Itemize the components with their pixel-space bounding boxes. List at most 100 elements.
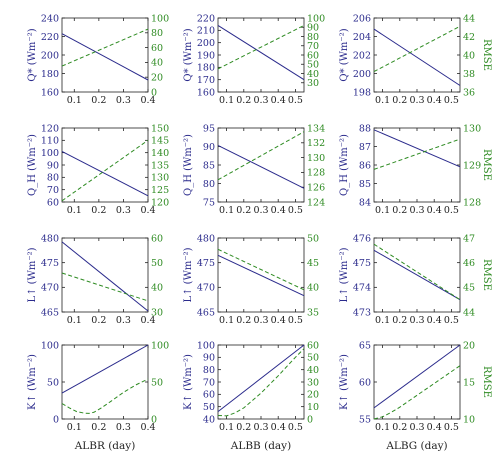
y-tick-label-right: 80 [307,32,319,43]
x-tick-label: 0.4 [271,422,286,433]
x-tick-label: 0.3 [253,205,268,216]
x-tick-label: 0.2 [236,205,251,216]
y-tick-label-right: 60 [307,340,319,351]
y-tick-label-left: 480 [197,233,215,244]
x-tick-label: 0.3 [116,315,131,326]
y-tick-label-left: 473 [353,307,371,318]
x-tick-label: 0.2 [236,315,251,326]
y-tick-label-left: 80 [47,173,59,184]
y-tick-label-left: 240 [41,13,59,24]
y-axis-label-right: RMSE [481,39,492,71]
y-tick-label-right: 47 [463,233,475,244]
x-tick-label: 0.5 [444,422,459,433]
y-tick-label-right: 36 [463,87,475,98]
y-tick-label-right: 30 [307,78,319,89]
y-tick-label-right: 100 [151,340,169,351]
y-tick-label-left: 476 [353,233,371,244]
y-tick-label-right: 44 [463,13,475,24]
plot-frame [61,127,149,203]
x-tick-label: 0.3 [116,95,131,106]
x-tick-label: 0.3 [409,422,424,433]
y-tick-label-right: 0 [307,414,313,425]
series-line-dashed [61,378,149,414]
x-tick-label: 0.2 [91,205,106,216]
y-tick-label-right: 129 [463,160,481,171]
x-tick-label: 0.5 [288,205,303,216]
x-axis-label: ALBB (day) [230,440,291,452]
y-tick-label-right: 100 [307,13,325,24]
x-tick-label: 0.2 [392,205,407,216]
y-tick-label-right: 120 [151,197,169,208]
y-tick-label-right: 130 [463,123,481,134]
y-tick-label-right: 30 [151,307,163,318]
y-tick-label-left: 180 [197,63,215,74]
panel-r3c1: 0.1 0.2 0.3 0.4 465 470 475 480 30 40 50 60 L↑ (Wm⁻²… [27,233,163,326]
y-axis-label-left: K↑ (Wm⁻²) [183,354,194,410]
x-tick-label: 0.2 [392,315,407,326]
y-axis-label-right: RMSE [481,259,492,291]
series-line-solid [217,254,305,297]
y-tick-label-left: 110 [41,136,59,147]
y-tick-label-right: 145 [151,136,169,147]
x-tick-label: 0.4 [140,205,155,216]
y-tick-label-left: 40 [203,414,215,425]
x-tick-label: 0.4 [427,315,442,326]
y-tick-label-right: 60 [151,43,163,54]
y-axis-label-left: L↑ (Wm⁻²) [27,247,38,302]
y-tick-label-right: 35 [307,307,319,318]
y-axis-label-left: L↑ (Wm⁻²) [183,247,194,302]
y-tick-label-left: 200 [353,69,371,80]
plot-frame [61,17,149,93]
y-tick-label-right: 20 [151,73,163,84]
y-tick-label-right: 135 [151,160,169,171]
y-axis-label-right: RMSE [481,149,492,181]
y-tick-label-left: 70 [203,377,215,388]
panel-r3c2: 0.1 0.2 0.3 0.4 0.5 465 470 475 480 35 40 45 50 L↑ (W… [183,233,319,326]
y-tick-label-left: 75 [203,197,215,208]
x-tick-label: 0.4 [427,422,442,433]
x-tick-label: 0.1 [219,205,234,216]
series-line-solid [61,344,149,394]
y-tick-label-right: 60 [151,233,163,244]
x-tick-label: 0.1 [219,422,234,433]
y-tick-label-left: 70 [47,185,59,196]
y-tick-label-right: 45 [463,283,475,294]
plot-frame [61,344,149,420]
y-tick-label-right: 70 [307,41,319,52]
x-tick-label: 0.2 [236,95,251,106]
y-tick-label-left: 90 [203,142,215,153]
y-tick-label-right: 40 [307,69,319,80]
x-tick-label: 0.1 [375,205,390,216]
y-tick-label-right: 80 [151,28,163,39]
panel-r4c3: 0.1 0.2 0.3 0.4 0.5 55 60 65 10 15 20 K↑ (Wm⁻²) RMSE… [339,340,492,452]
y-tick-label-right: 40 [307,365,319,376]
y-tick-label-left: 100 [41,148,59,159]
y-tick-label-left: 50 [47,377,59,388]
panel-r1c1: 0.1 0.2 0.3 0.4 160 180 200 220 240 0 20 40 60 80 100 Q… [27,13,169,106]
x-tick-label: 0.3 [253,95,268,106]
y-tick-label-left: 200 [41,50,59,61]
y-axis-label-left: K↑ (Wm⁻²) [27,354,38,410]
y-tick-label-right: 90 [307,23,319,34]
x-tick-label: 0.4 [271,205,286,216]
y-axis-label-left: L↑ (Wm⁻²) [339,247,350,302]
x-tick-label: 0.2 [91,315,106,326]
y-tick-label-right: 10 [463,414,475,425]
panel-r1c3: 0.1 0.2 0.3 0.4 0.5 198 200 202 204 206 36 38 40 42 44… [339,13,492,106]
x-tick-label: 0.3 [116,205,131,216]
y-tick-label-left: 204 [353,32,371,43]
y-tick-label-left: 80 [203,365,215,376]
x-tick-label: 0.5 [444,315,459,326]
panel-r2c3: 0.1 0.2 0.3 0.4 0.5 84 85 86 87 88 128 129 130 Q_H (W… [339,123,492,216]
x-tick-label: 0.3 [409,205,424,216]
y-tick-label-right: 40 [151,283,163,294]
series-line-dashed [373,25,461,73]
panel-r2c2: 0.1 0.2 0.3 0.4 0.5 75 80 85 90 95 124 126 128 130 132… [183,123,325,216]
x-tick-label: 0.1 [375,95,390,106]
x-tick-label: 0.2 [91,95,106,106]
y-tick-label-left: 85 [203,160,215,171]
series-line-solid [61,241,149,312]
y-tick-label-right: 134 [307,123,325,134]
